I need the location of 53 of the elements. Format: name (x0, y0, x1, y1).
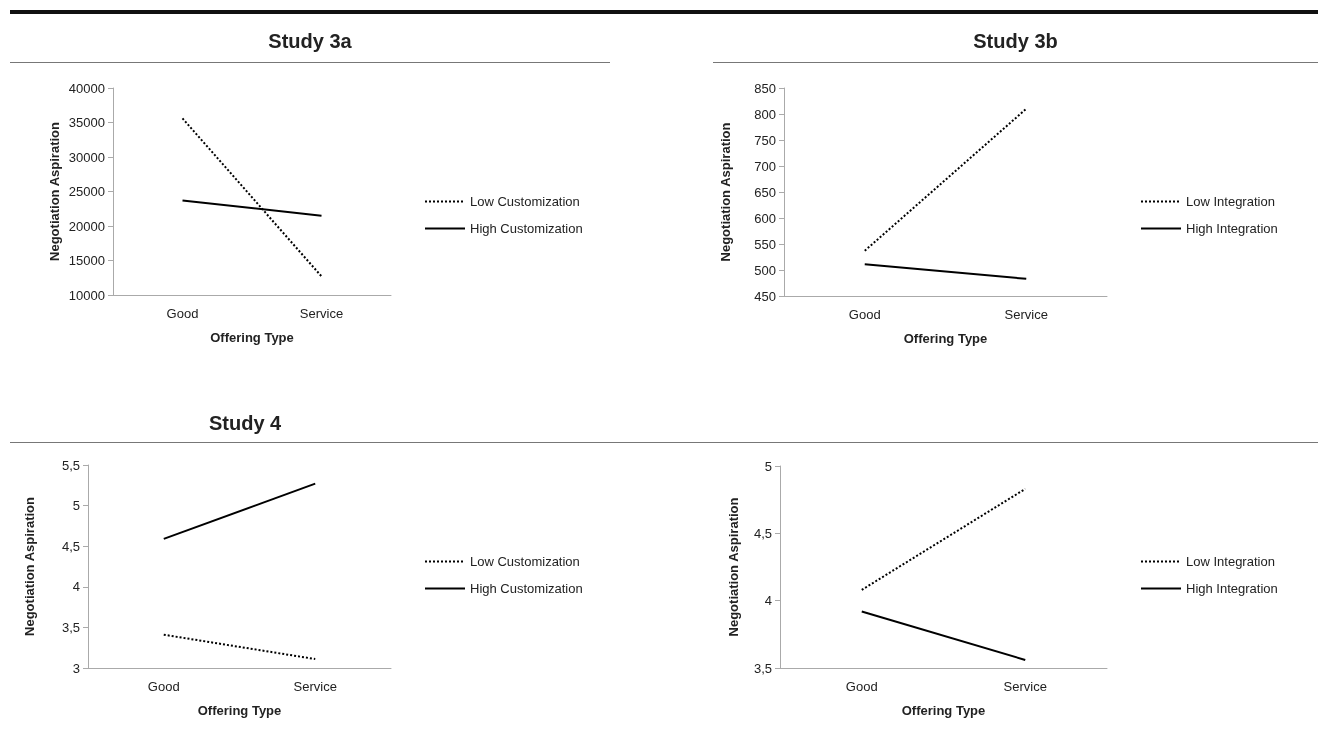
chart-title: Study 4 (209, 412, 283, 434)
y-tick-label: 15000 (68, 253, 105, 268)
legend-label: Low Customization (470, 194, 580, 209)
chart-title: Study 3a (267, 30, 353, 53)
y-tick-label: 4,5 (61, 538, 80, 554)
x-tick-label: Service (299, 306, 344, 321)
x-axis-title: Offering Type (197, 703, 282, 718)
y-axis-title: Negotiation Aspiration (22, 496, 37, 636)
x-tick-label: Good (147, 679, 180, 694)
x-axis-title: Offering Type (210, 330, 294, 345)
y-axis-title: Negotiation Aspiration (726, 497, 741, 637)
x-tick-label: Service (1003, 679, 1047, 694)
x-tick-label: Good (848, 307, 881, 322)
y-tick-label: 4 (72, 579, 80, 595)
y-tick-label: 450 (754, 288, 776, 304)
x-tick-label: Good (166, 306, 199, 321)
y-tick-label: 35000 (68, 115, 105, 130)
y-tick-label: 3 (72, 660, 80, 676)
chart-title: Study 3b (972, 30, 1059, 53)
y-tick-label: 500 (754, 262, 776, 278)
legend-label: Low Integration (1186, 194, 1275, 209)
y-tick-label: 800 (754, 106, 776, 122)
y-tick-label: 3,5 (753, 660, 772, 676)
x-tick-label: Good (845, 679, 878, 694)
legend-label: High Integration (1186, 221, 1278, 236)
y-tick-label: 20000 (68, 218, 105, 234)
y-tick-label: 550 (754, 236, 776, 252)
y-tick-label: 750 (754, 132, 776, 148)
x-axis-title: Offering Type (903, 331, 988, 346)
x-tick-label: Service (293, 679, 337, 694)
legend-label: High Integration (1186, 581, 1278, 596)
legend-label: Low Customization (470, 554, 580, 569)
y-tick-label: 5 (764, 458, 772, 474)
y-tick-label: 3,5 (61, 619, 80, 635)
y-tick-label: 5 (72, 498, 80, 514)
y-tick-label: 10000 (68, 287, 105, 303)
y-tick-label: 5,5 (61, 457, 80, 473)
legend-label: High Customization (470, 581, 583, 596)
y-tick-label: 4,5 (753, 525, 772, 541)
y-tick-label: 850 (754, 80, 776, 96)
x-axis-title: Offering Type (901, 703, 986, 718)
y-tick-label: 650 (754, 184, 776, 200)
y-axis-title: Negotiation Aspiration (47, 121, 62, 261)
y-tick-label: 40000 (68, 80, 105, 96)
y-tick-label: 4 (764, 593, 772, 609)
y-tick-label: 25000 (68, 184, 105, 199)
y-tick-label: 700 (754, 158, 776, 174)
legend-label: Low Integration (1186, 554, 1275, 569)
y-axis-title: Negotiation Aspiration (718, 122, 733, 262)
y-tick-label: 30000 (68, 149, 105, 165)
y-tick-label: 600 (754, 210, 776, 226)
x-tick-label: Service (1004, 307, 1048, 322)
legend-label: High Customization (470, 221, 583, 236)
